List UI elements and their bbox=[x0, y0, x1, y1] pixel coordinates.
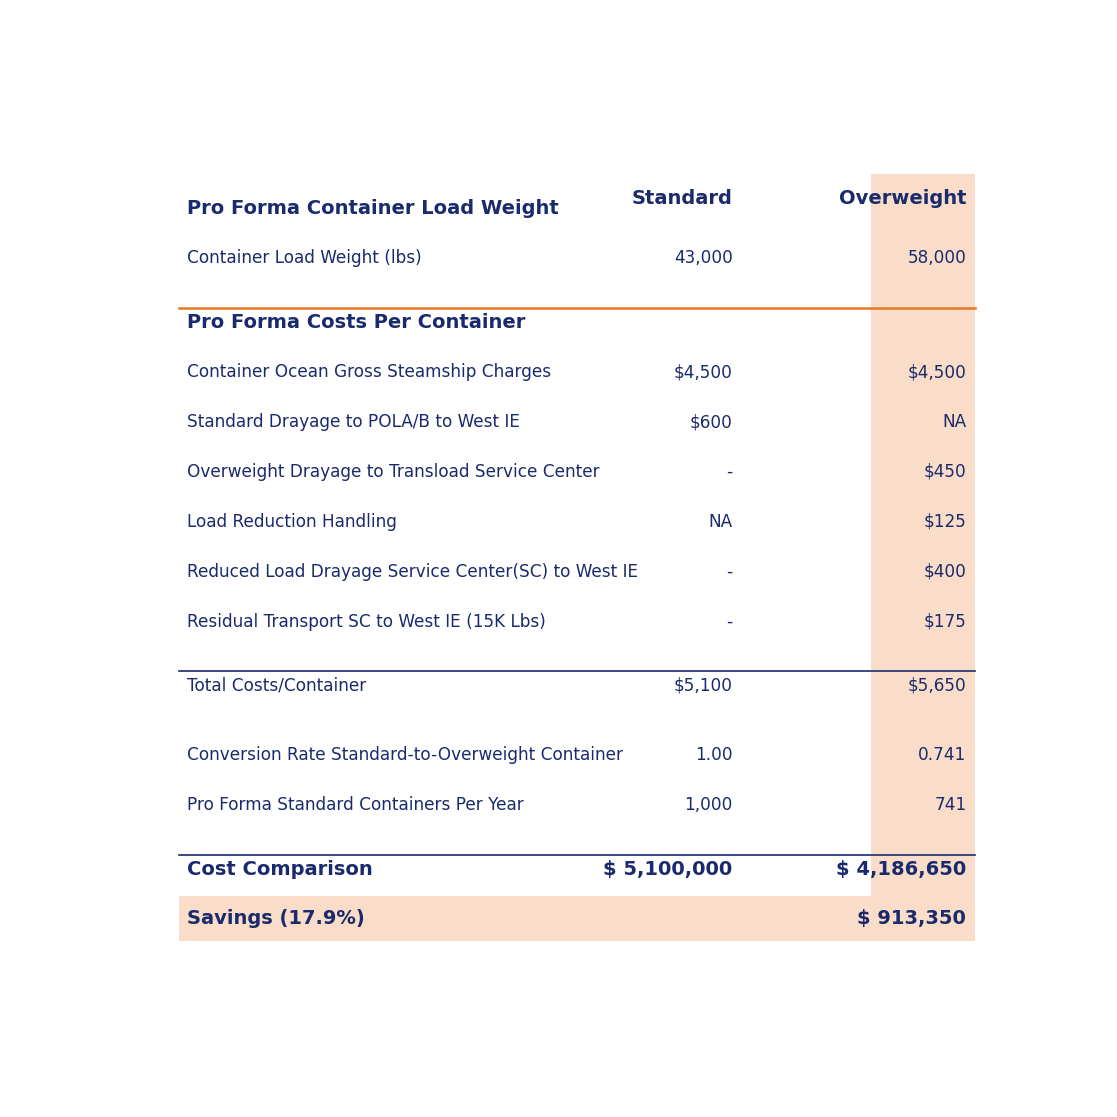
Text: Load Reduction Handling: Load Reduction Handling bbox=[188, 513, 398, 531]
Text: Cost Comparison: Cost Comparison bbox=[188, 859, 373, 878]
Text: Standard Drayage to POLA/B to West IE: Standard Drayage to POLA/B to West IE bbox=[188, 413, 521, 431]
Text: Pro Forma Standard Containers Per Year: Pro Forma Standard Containers Per Year bbox=[188, 796, 524, 814]
Text: Conversion Rate Standard-to-Overweight Container: Conversion Rate Standard-to-Overweight C… bbox=[188, 746, 623, 764]
FancyBboxPatch shape bbox=[871, 897, 975, 942]
Text: Residual Transport SC to West IE (15K Lbs): Residual Transport SC to West IE (15K Lb… bbox=[188, 612, 546, 631]
Text: Container Load Weight (lbs): Container Load Weight (lbs) bbox=[188, 249, 422, 267]
Text: -: - bbox=[726, 462, 733, 481]
Text: NA: NA bbox=[943, 413, 966, 431]
Text: $450: $450 bbox=[924, 462, 966, 481]
Text: $175: $175 bbox=[924, 612, 966, 631]
Text: 1.00: 1.00 bbox=[695, 746, 733, 764]
Text: -: - bbox=[726, 563, 733, 581]
Text: $ 5,100,000: $ 5,100,000 bbox=[603, 859, 733, 878]
Text: $125: $125 bbox=[924, 513, 966, 531]
Text: Overweight: Overweight bbox=[839, 189, 966, 208]
Text: 58,000: 58,000 bbox=[907, 249, 966, 267]
Text: Savings (17.9%): Savings (17.9%) bbox=[188, 909, 365, 928]
Text: Overweight Drayage to Transload Service Center: Overweight Drayage to Transload Service … bbox=[188, 462, 600, 481]
Text: $4,500: $4,500 bbox=[674, 363, 733, 381]
Text: Pro Forma Container Load Weight: Pro Forma Container Load Weight bbox=[188, 199, 558, 218]
Text: $5,100: $5,100 bbox=[674, 677, 733, 695]
Text: $5,650: $5,650 bbox=[908, 677, 966, 695]
Text: Pro Forma Costs Per Container: Pro Forma Costs Per Container bbox=[188, 313, 526, 332]
Text: 0.741: 0.741 bbox=[918, 746, 966, 764]
Text: NA: NA bbox=[708, 513, 733, 531]
Text: $600: $600 bbox=[689, 413, 733, 431]
Text: Total Costs/Container: Total Costs/Container bbox=[188, 677, 366, 695]
Text: Standard: Standard bbox=[632, 189, 733, 208]
FancyBboxPatch shape bbox=[871, 173, 975, 942]
FancyBboxPatch shape bbox=[179, 897, 975, 942]
Text: Reduced Load Drayage Service Center(SC) to West IE: Reduced Load Drayage Service Center(SC) … bbox=[188, 563, 638, 581]
Text: $ 4,186,650: $ 4,186,650 bbox=[837, 859, 966, 878]
Text: 1,000: 1,000 bbox=[685, 796, 733, 814]
Text: Container Ocean Gross Steamship Charges: Container Ocean Gross Steamship Charges bbox=[188, 363, 552, 381]
Text: $ 913,350: $ 913,350 bbox=[858, 909, 966, 928]
Text: $400: $400 bbox=[924, 563, 966, 581]
Text: $4,500: $4,500 bbox=[907, 363, 966, 381]
Text: -: - bbox=[726, 612, 733, 631]
Text: 741: 741 bbox=[934, 796, 966, 814]
Text: 43,000: 43,000 bbox=[674, 249, 733, 267]
